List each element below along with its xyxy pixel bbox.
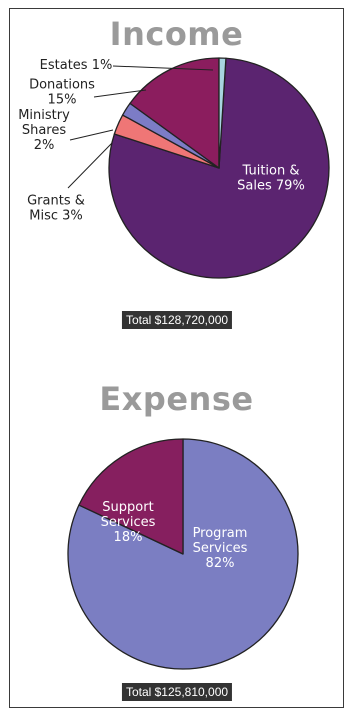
income-chart-title: Income xyxy=(109,15,244,53)
expense-slice-label-1-line-2: 18% xyxy=(114,530,143,545)
income-slice-label-3-line-1: 15% xyxy=(48,93,77,108)
income-slice-label-2: Ministry Shares 2% xyxy=(18,108,70,153)
expense-slice-label-1: Support Services 18% xyxy=(101,500,156,545)
expense-slice-label-0-line-2: 82% xyxy=(206,556,235,571)
income-leader-line-4 xyxy=(112,65,214,71)
expense-slice-label-1-line-0: Support xyxy=(102,500,153,515)
expense-slice-label-1-line-1: Services xyxy=(101,515,156,530)
income-slice-label-0-line-1: Sales 79% xyxy=(237,179,305,194)
income-slice-label-1-line-1: Misc 3% xyxy=(29,209,83,224)
income-leader-line-2 xyxy=(69,129,114,141)
income-slice-label-3: Donations 15% xyxy=(29,78,95,108)
income-slice-3 xyxy=(129,57,220,169)
expense-slice-1 xyxy=(78,438,184,555)
income-slice-label-1-line-0: Grants & xyxy=(27,194,85,209)
income-slice-label-1: Grants & Misc 3% xyxy=(27,194,85,224)
expense-slice-label-0-line-1: Services xyxy=(193,541,248,556)
income-slice-label-4-line-0: Estates 1% xyxy=(40,58,113,73)
income-slice-label-2-line-1: Shares xyxy=(22,123,67,138)
income-slice-label-2-line-0: Ministry xyxy=(18,108,70,123)
income-slice-label-0: Tuition & Sales 79% xyxy=(237,164,305,194)
expense-total-badge: Total $125,810,000 xyxy=(121,683,233,701)
income-total-badge: Total $128,720,000 xyxy=(121,311,233,329)
expense-slice-label-0: Program Services 82% xyxy=(193,526,248,571)
income-slice-label-0-line-0: Tuition & xyxy=(242,164,300,179)
income-slice-label-4: Estates 1% xyxy=(40,58,113,73)
income-slice-label-2-line-2: 2% xyxy=(34,138,55,153)
income-leader-line-1 xyxy=(67,142,113,189)
income-slice-4 xyxy=(218,57,227,169)
income-leader-line-3 xyxy=(93,89,147,98)
income-slice-label-3-line-0: Donations xyxy=(29,78,95,93)
expense-chart-title: Expense xyxy=(99,380,254,418)
expense-slice-label-0-line-0: Program xyxy=(193,526,248,541)
